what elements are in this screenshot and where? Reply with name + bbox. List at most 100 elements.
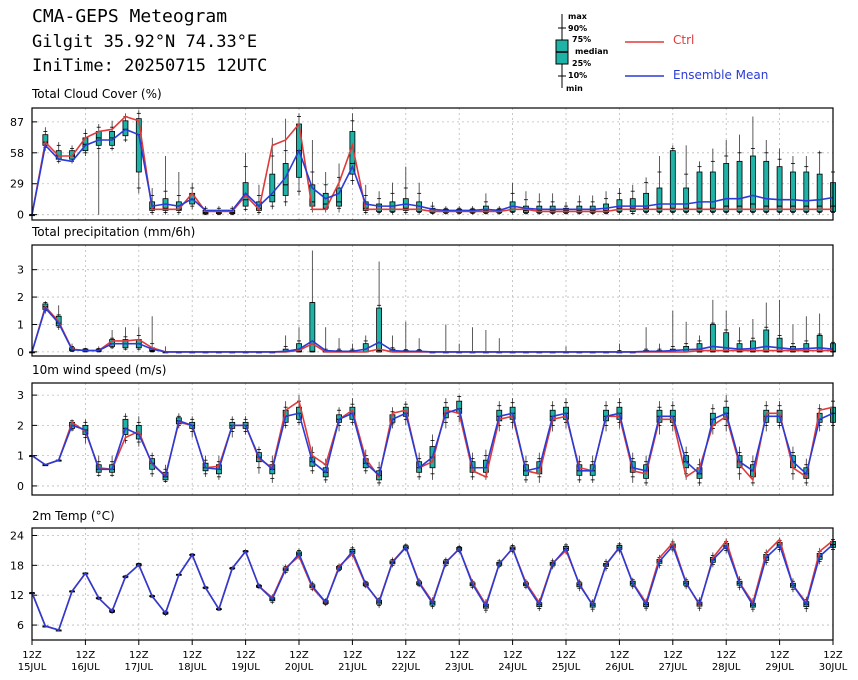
box [816,173,823,212]
box [776,337,783,353]
legend-median-label: median [575,47,609,56]
y-tick-label: 18 [10,559,24,572]
y-tick-label: 1 [17,450,24,463]
box [376,307,383,353]
panel-title: 2m Temp (°C) [32,509,115,523]
panel-0: Total Cloud Cover (%) 0 29 58 87 [10,87,836,222]
header: CMA-GEPS Meteogram Gilgit 35.92°N 74.33°… [0,0,858,100]
x-axis: 12Z15JUL12Z16JUL12Z17JUL12Z18JUL12Z19JUL… [18,640,848,673]
x-tick-hour: 12Z [289,650,309,661]
box [763,329,770,353]
x-tick-date: 30JUL [819,662,848,673]
y-tick-label: 29 [10,178,24,191]
box [723,163,730,212]
legend-p10-label: 10% [568,71,588,80]
box [309,302,316,353]
y-tick-label: 87 [10,116,24,129]
x-tick-date: 27JUL [659,662,688,673]
panel-frame [31,382,834,496]
ensemble-mean-line [31,306,834,353]
x-tick-date: 28JUL [712,662,741,673]
x-tick-date: 23JUL [445,662,474,673]
y-tick-label: 24 [10,529,24,542]
boxplot-legend [555,14,569,88]
box [816,335,823,353]
x-tick-hour: 12Z [236,650,256,661]
ensemble-mean-line [31,128,834,215]
panel-title: 10m wind speed (m/s) [32,363,166,377]
x-tick-hour: 12Z [503,650,523,661]
box [709,171,716,212]
y-tick-label: 0 [17,346,24,359]
box [629,198,636,212]
y-tick-label: 2 [17,419,24,432]
ensemble-mean-line [31,407,834,479]
x-tick-date: 21JUL [338,662,367,673]
box [750,340,756,353]
box [736,160,743,212]
location-label: Gilgit 35.92°N 74.33°E [32,32,258,52]
x-tick-hour: 12Z [716,650,736,661]
legend-p25-label: 25% [572,59,592,68]
x-tick-date: 18JUL [178,662,207,673]
x-tick-hour: 12Z [663,650,683,661]
x-tick-hour: 12Z [823,650,843,661]
y-tick-label: 3 [17,389,24,402]
box [683,187,690,212]
ensemble-mean-line [31,543,834,632]
x-tick-date: 17JUL [125,662,154,673]
legend-p75-label: 75% [572,35,592,44]
x-tick-hour: 12Z [556,650,576,661]
chart-title: CMA-GEPS Meteogram [32,6,228,27]
x-tick-date: 25JUL [552,662,581,673]
box [669,150,676,212]
box [776,166,783,212]
box [736,343,743,353]
box [656,187,663,212]
x-tick-hour: 12Z [22,650,42,661]
box [696,171,703,212]
y-tick-label: 3 [17,264,24,277]
panel-frame [31,107,834,221]
legend-ctrl-label: Ctrl [673,33,695,47]
x-tick-hour: 12Z [129,650,149,661]
box [750,155,756,212]
box [122,120,129,137]
box [122,418,129,435]
x-tick-hour: 12Z [182,650,202,661]
box [763,160,770,212]
legend-p90-label: 90% [568,24,588,33]
x-tick-hour: 12Z [449,650,469,661]
ctrl-line [31,115,833,215]
x-tick-date: 15JUL [18,662,47,673]
panel-title: Total precipitation (mm/6h) [31,225,195,239]
y-tick-label: 0 [17,480,24,493]
box [803,171,810,212]
panel-3: 2m Temp (°C) 6 12 18 24 [10,509,836,641]
panel-frame [31,527,834,641]
legend-max-label: max [568,12,587,21]
panel-2: 10m wind speed (m/s) 0 1 2 3 [17,363,836,496]
line-legend [625,41,664,77]
box [790,171,796,212]
y-tick-label: 6 [17,619,24,632]
box [643,192,649,212]
x-tick-hour: 12Z [396,650,416,661]
x-tick-date: 22JUL [392,662,421,673]
legend-min-label: min [566,84,583,93]
x-tick-hour: 12Z [610,650,630,661]
box [269,173,276,203]
y-tick-label: 1 [17,318,24,331]
panel-1: Total precipitation (mm/6h) 0 1 2 3 [17,225,836,359]
box [723,332,730,353]
box [709,324,716,353]
y-tick-label: 12 [10,589,24,602]
panel-title: Total Cloud Cover (%) [31,87,162,101]
box [336,187,342,207]
panel-frame [31,244,834,357]
init-time-label: IniTime: 20250715 12UTC [32,56,268,76]
x-tick-date: 16JUL [71,662,100,673]
x-tick-date: 29JUL [765,662,794,673]
x-tick-hour: 12Z [343,650,363,661]
y-tick-label: 58 [10,147,24,160]
